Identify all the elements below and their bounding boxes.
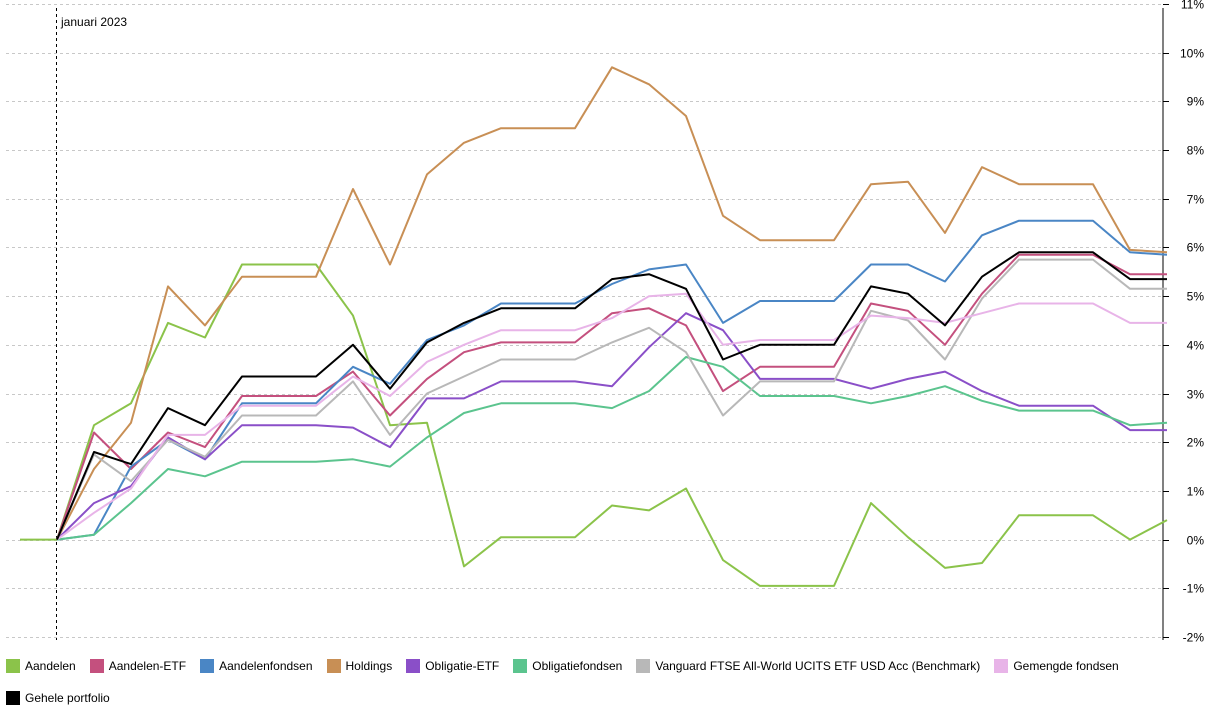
legend-swatch	[406, 659, 421, 673]
y-tick-label: 2%	[1187, 436, 1205, 450]
y-tick-label: 3%	[1187, 388, 1205, 402]
legend-label: Holdings	[345, 659, 393, 673]
y-tick-label: 7%	[1187, 193, 1205, 207]
series-line-obligatiefondsen	[56, 356, 1168, 541]
series-line-vanguard-ftse-all-world-ucits-etf-usd-acc-benchmark	[56, 258, 1167, 540]
legend-swatch	[326, 659, 341, 673]
y-tick-label: 10%	[1180, 47, 1204, 61]
legend-swatch	[6, 691, 20, 705]
y-axis-ticks: 11% 10% 9% 8% 7% 6% 5% 4% 3% 2% 1% 0% -1% -2%	[1163, 0, 1204, 645]
grid-lines	[6, 4, 1163, 638]
legend-item[interactable]: Gehele portfolio	[6, 691, 110, 705]
legend-label: Gemengde fondsen	[1013, 659, 1119, 673]
y-tick-label: -1%	[1183, 582, 1205, 596]
series-line-aandelen-etf	[56, 253, 1167, 540]
legend-swatch	[636, 659, 651, 673]
series-lines	[20, 66, 1168, 587]
y-tick-label: 11%	[1181, 0, 1204, 12]
january-marker-label: januari 2023	[60, 15, 127, 29]
legend-label: Aandelen-ETF	[108, 659, 187, 673]
legend-label: Obligatie-ETF	[425, 659, 500, 673]
legend-swatch	[89, 659, 104, 673]
legend-label: Aandelenfondsen	[219, 659, 313, 673]
legend-swatch	[200, 659, 215, 673]
y-tick-label: 5%	[1187, 290, 1205, 304]
legend-swatch	[6, 659, 20, 673]
legend-item[interactable]: Aandelenfondsen	[200, 659, 313, 673]
y-tick-label: 8%	[1187, 144, 1205, 158]
legend-item[interactable]: Vanguard FTSE All-World UCITS ETF USD Ac…	[636, 659, 980, 673]
series-line-aandelen	[20, 263, 1168, 587]
legend-swatch	[994, 659, 1009, 673]
legend: Aandelen Aandelen-ETF Aandelenfondsen Holdi…	[6, 656, 1201, 720]
series-line-aandelenfondsen	[56, 219, 1168, 541]
y-tick-label: 4%	[1187, 339, 1205, 353]
legend-item[interactable]: Holdings	[326, 659, 393, 673]
legend-label: Obligatiefondsen	[532, 659, 623, 673]
legend-label: Gehele portfolio	[25, 691, 110, 705]
y-tick-label: 0%	[1187, 534, 1205, 548]
line-chart: 11% 10% 9% 8% 7% 6% 5% 4% 3% 2% 1% 0% -1% -2% januari…	[6, 0, 1204, 645]
y-tick-label: 6%	[1187, 241, 1205, 255]
legend-item[interactable]: Aandelen	[6, 659, 76, 673]
series-line-gehele-portfolio	[56, 251, 1167, 540]
legend-item[interactable]: Aandelen-ETF	[89, 659, 187, 673]
y-tick-label: 1%	[1187, 485, 1205, 499]
legend-swatch	[513, 659, 528, 673]
y-tick-label: -2%	[1183, 631, 1205, 645]
legend-item[interactable]: Gemengde fondsen	[994, 659, 1119, 673]
legend-row: Aandelen Aandelen-ETF Aandelenfondsen Holdi…	[6, 656, 1201, 676]
legend-label: Vanguard FTSE All-World UCITS ETF USD Ac…	[655, 659, 981, 673]
legend-row: Gehele portfolio	[6, 688, 1201, 708]
series-line-obligatie-etf	[56, 312, 1167, 541]
y-tick-label: 9%	[1187, 95, 1205, 109]
legend-item[interactable]: Obligatiefondsen	[513, 659, 622, 673]
legend-item[interactable]: Obligatie-ETF	[406, 659, 499, 673]
legend-label: Aandelen	[25, 659, 76, 673]
series-line-holdings	[56, 66, 1168, 541]
series-line-gemengde-fondsen	[56, 292, 1167, 541]
